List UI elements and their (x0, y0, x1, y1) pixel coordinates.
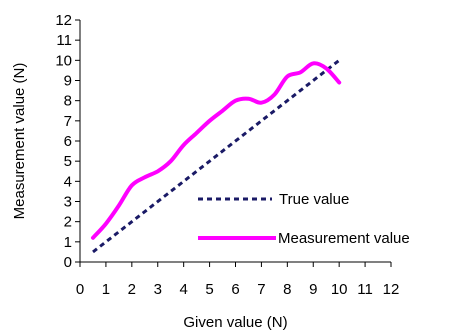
x-tick-label: 4 (179, 281, 187, 298)
series-line-true-value (92, 59, 341, 254)
x-tick-label: 3 (154, 281, 162, 298)
y-tick-label: 0 (64, 254, 72, 271)
x-tick-label: 7 (257, 281, 265, 298)
x-tick-label: 2 (128, 281, 136, 298)
x-tick-label: 5 (205, 281, 213, 298)
legend-label: Measurement value (278, 230, 410, 247)
x-tick-label: 10 (331, 281, 348, 298)
y-axis-label: Measurement value (N) (11, 63, 28, 220)
x-tick-label: 1 (102, 281, 110, 298)
y-tick-label: 7 (64, 113, 72, 130)
y-tick-label: 2 (64, 214, 72, 231)
y-tick-label: 10 (55, 52, 72, 69)
x-tick-label: 0 (76, 281, 84, 298)
y-tick-label: 9 (64, 73, 72, 90)
axes (75, 19, 392, 267)
y-tick-label: 8 (64, 93, 72, 110)
y-tick-label: 1 (64, 234, 72, 251)
series (91, 59, 342, 254)
y-tick-label: 6 (64, 133, 72, 150)
y-tick-label: 4 (64, 173, 72, 190)
series-line-measurement-value (91, 61, 342, 240)
y-tick-label: 5 (64, 153, 72, 170)
y-tick-label: 3 (64, 194, 72, 211)
x-tick-label: 6 (231, 281, 239, 298)
x-tick-label: 8 (283, 281, 291, 298)
x-tick-label: 9 (309, 281, 317, 298)
legend: True value Measurement value (198, 191, 410, 247)
x-tick-label: 11 (357, 281, 373, 298)
y-tick-label: 12 (55, 12, 72, 29)
x-tick-label: 12 (383, 281, 400, 298)
x-axis-label: Given value (N) (183, 314, 287, 331)
y-tick-label: 11 (56, 32, 72, 49)
legend-label: True value (279, 191, 349, 208)
